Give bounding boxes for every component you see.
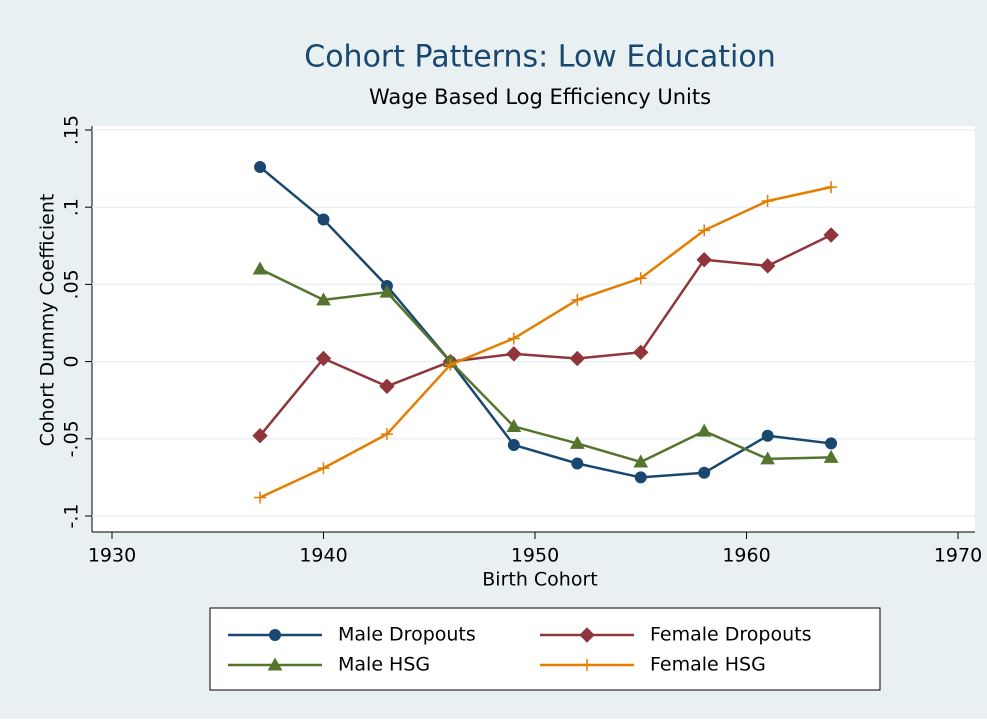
marker — [379, 378, 395, 395]
y-tick-label: -.1 — [61, 504, 83, 529]
legend-marker — [579, 627, 595, 643]
y-tick-label: .1 — [61, 198, 83, 216]
marker — [823, 227, 839, 243]
y-tick-label: 0 — [61, 356, 83, 368]
marker — [252, 428, 268, 444]
marker — [569, 350, 586, 367]
marker — [696, 423, 712, 437]
legend — [209, 607, 881, 691]
marker — [696, 251, 712, 268]
chart-title: Cohort Patterns: Low Education — [304, 40, 775, 75]
marker — [380, 428, 393, 441]
chart-subtitle: Wage Based Log Efficiency Units — [369, 85, 711, 109]
marker — [761, 195, 774, 208]
marker — [825, 437, 838, 450]
marker — [315, 350, 332, 367]
marker — [252, 261, 268, 275]
marker — [571, 457, 584, 470]
x-tick-label: 1940 — [299, 545, 347, 567]
marker — [444, 358, 457, 371]
marker — [506, 418, 522, 432]
marker — [317, 462, 330, 475]
marker — [569, 435, 585, 449]
y-tick-label: .05 — [61, 269, 83, 299]
marker — [759, 258, 776, 274]
marker — [633, 344, 649, 361]
marker — [379, 284, 395, 298]
x-tick-label: 1970 — [934, 545, 982, 567]
series-line — [259, 267, 832, 464]
marker — [254, 161, 267, 174]
y-axis-title: Cohort Dummy Coefficient — [37, 194, 59, 447]
marker — [507, 332, 520, 345]
plot-area — [92, 126, 975, 532]
marker — [317, 213, 330, 226]
marker — [254, 491, 267, 504]
legend-marker — [269, 629, 281, 641]
marker — [698, 466, 711, 479]
marker — [507, 438, 520, 451]
marker — [633, 454, 649, 468]
y-tick-label: .15 — [61, 115, 83, 145]
marker — [760, 451, 776, 465]
x-tick-label: 1930 — [88, 545, 136, 567]
marker — [506, 346, 522, 362]
legend-label: Male HSG — [338, 654, 430, 676]
marker — [761, 429, 774, 442]
marker — [825, 181, 838, 194]
legend-marker — [267, 657, 283, 671]
marker — [823, 449, 839, 463]
marker — [571, 293, 584, 306]
marker — [316, 292, 331, 306]
x-axis-title: Birth Cohort — [482, 569, 597, 591]
legend-label: Female HSG — [650, 654, 766, 676]
marker — [634, 272, 647, 285]
x-tick-label: 1960 — [722, 545, 770, 567]
series-line — [259, 233, 832, 437]
marker — [634, 471, 647, 484]
x-tick-label: 1950 — [511, 545, 559, 567]
series-line — [259, 185, 832, 499]
marker — [698, 224, 711, 237]
y-tick-label: -.05 — [61, 420, 83, 457]
series-line — [259, 166, 832, 479]
legend-label: Female Dropouts — [650, 624, 811, 646]
legend-marker — [581, 659, 593, 671]
legend-label: Male Dropouts — [338, 624, 476, 646]
